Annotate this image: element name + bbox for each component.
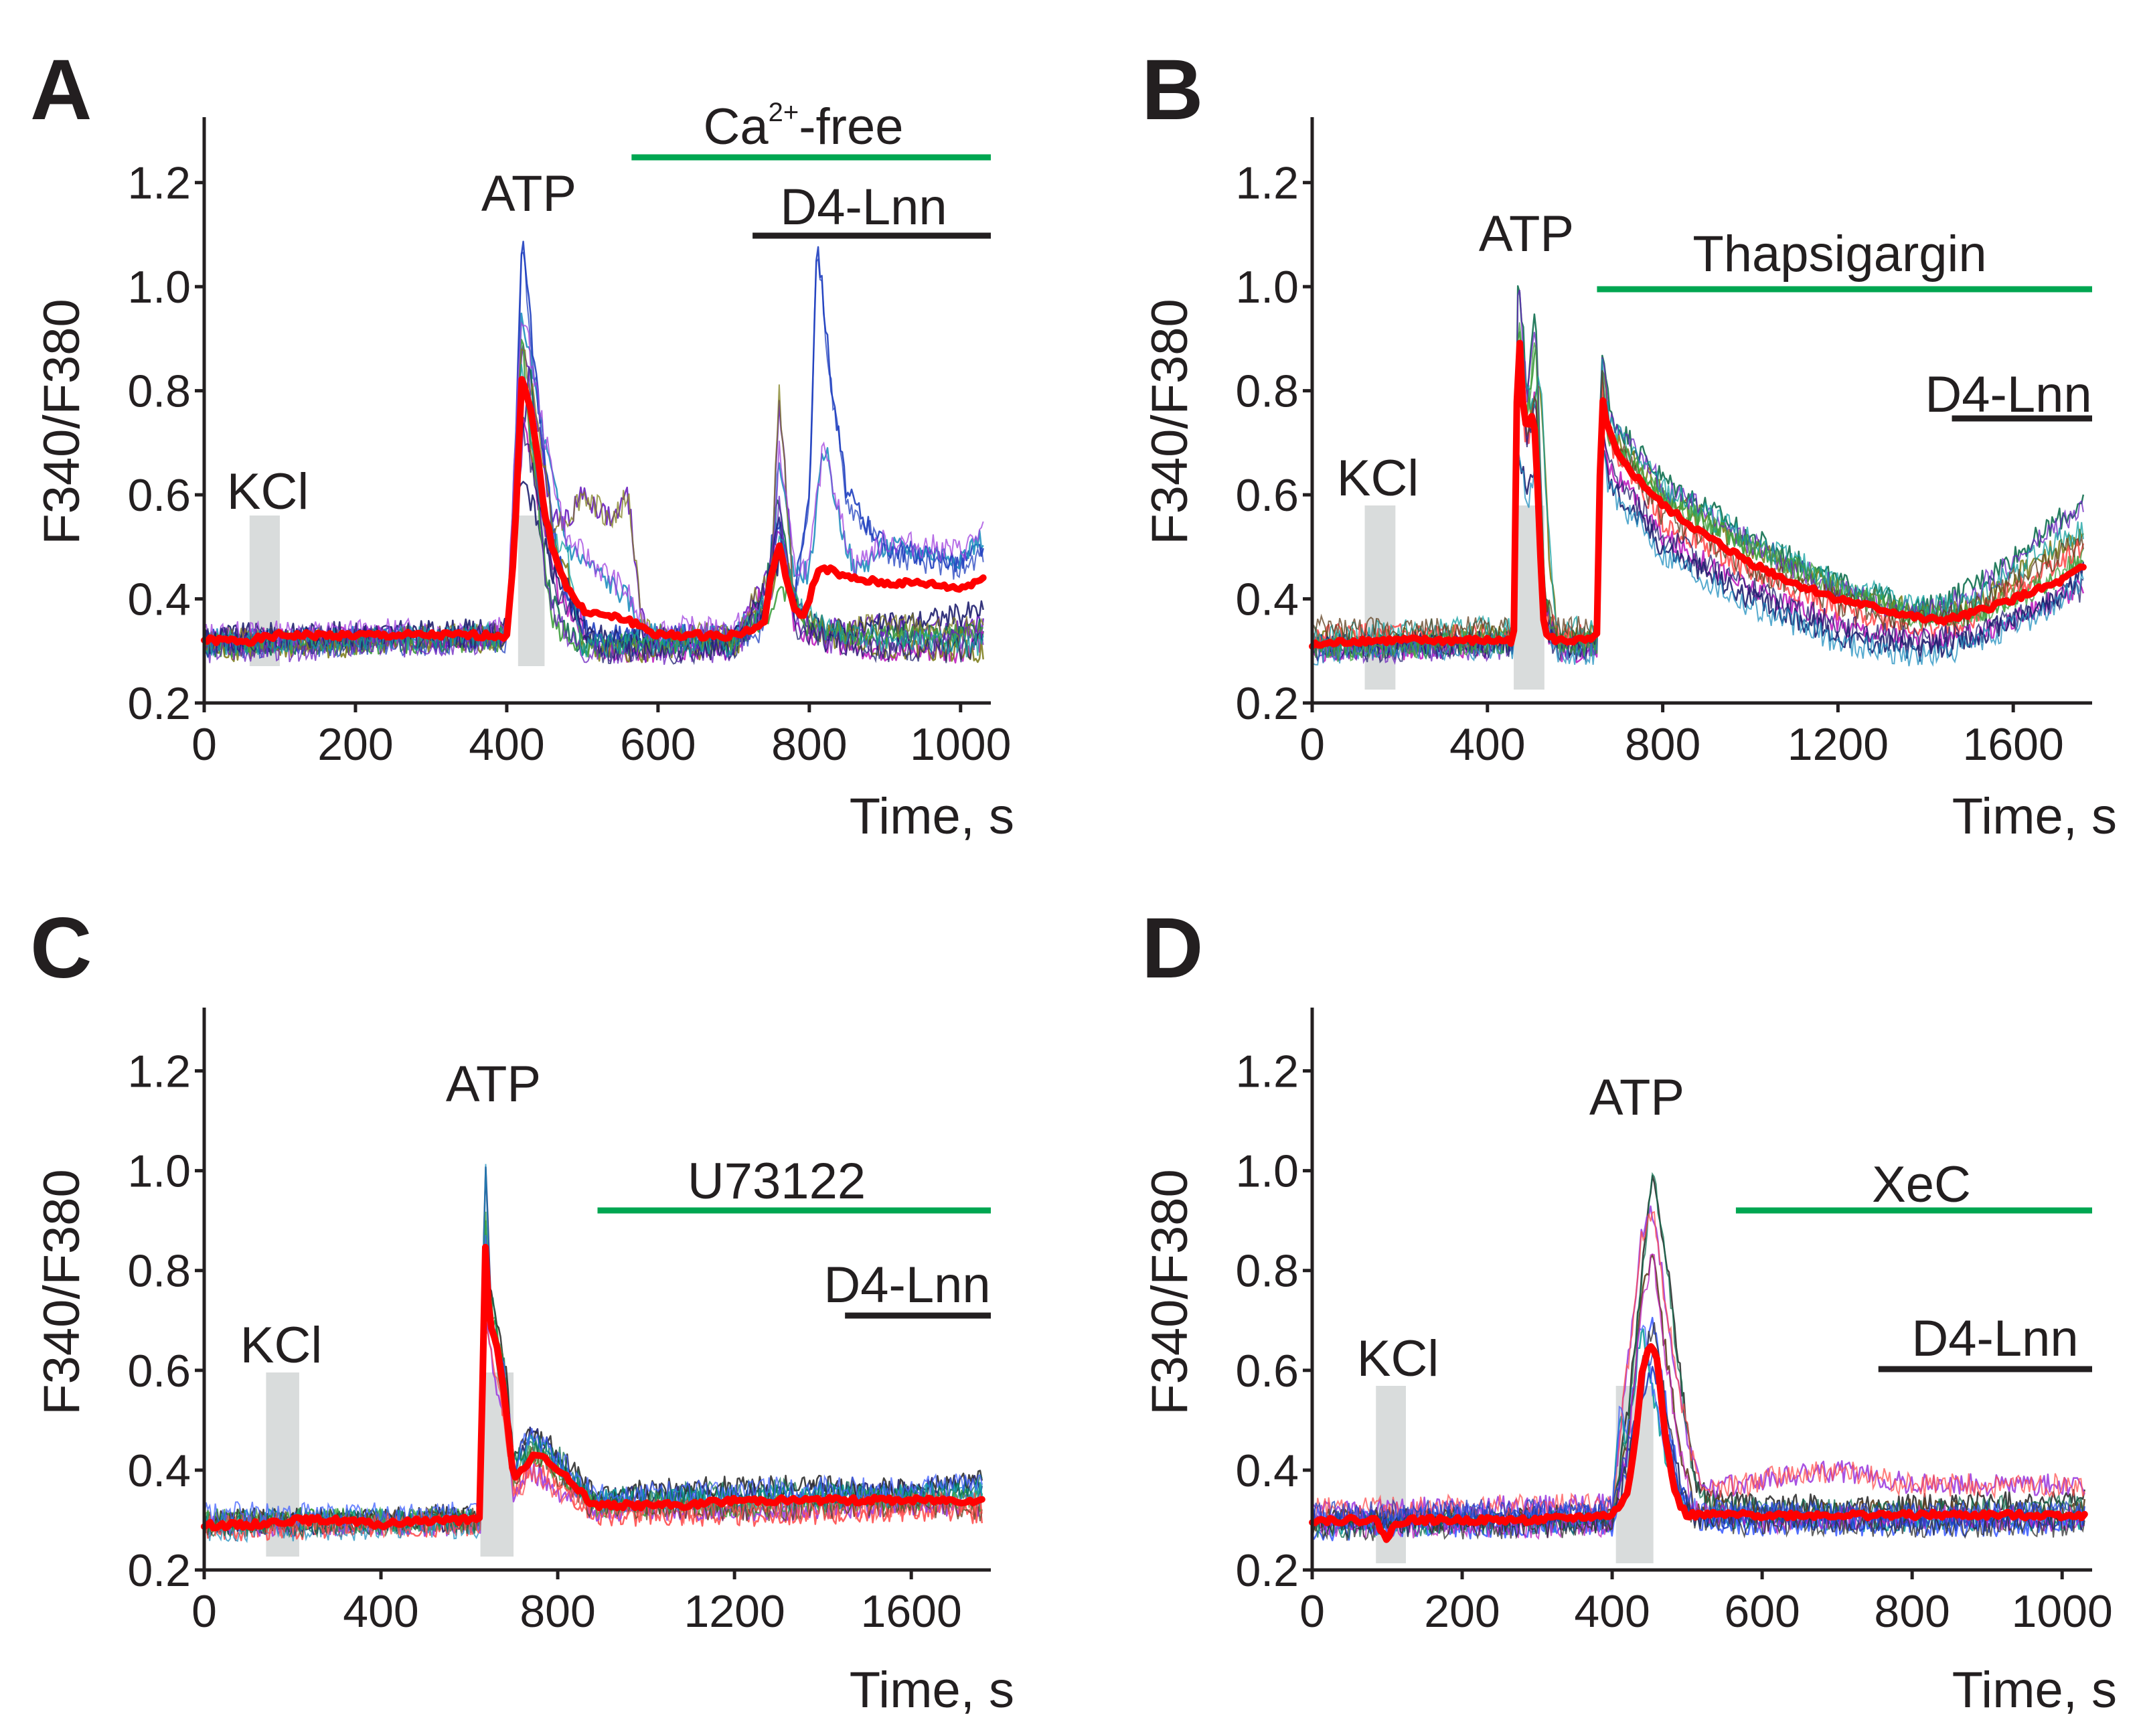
x-tick-label: 600 — [620, 719, 696, 770]
treatment-label-green: Ca2+-free — [703, 98, 903, 155]
panel-letter: C — [30, 900, 92, 996]
panel-d: D KCl ATP 0.2 0.4 0.6 0.8 1.0 1.2 0 200 400 600 800 10… — [1141, 900, 2117, 1719]
cell-trace — [203, 240, 984, 653]
y-tick-label: 0.2 — [1235, 1545, 1299, 1596]
treatment-label-black: D4-Lnn — [1911, 1310, 2078, 1367]
x-tick-label: 400 — [1449, 719, 1525, 770]
y-tick-label: 1.0 — [127, 1146, 191, 1197]
x-axis-label: Time, s — [850, 788, 1014, 845]
y-tick-label: 0.4 — [127, 1445, 191, 1496]
x-tick-label: 1600 — [861, 1586, 962, 1637]
cell-trace — [204, 348, 984, 653]
y-tick-label: 1.0 — [1235, 262, 1299, 313]
x-tick-label: 1200 — [1788, 719, 1889, 770]
y-tick-label: 0.4 — [1235, 1445, 1299, 1496]
x-axis-label: Time, s — [1952, 788, 2117, 845]
y-tick-label: 0.8 — [127, 366, 191, 417]
x-tick-label: 800 — [771, 719, 847, 770]
x-tick-label: 600 — [1724, 1586, 1800, 1637]
stimulus-label-atp: ATP — [481, 165, 576, 222]
cell-trace — [203, 344, 984, 652]
mean-trace — [201, 376, 987, 647]
y-tick-label: 0.8 — [1235, 1246, 1299, 1297]
cell-trace — [204, 251, 984, 659]
treatment-label-green: U73122 — [688, 1153, 866, 1210]
y-tick-label: 0.6 — [1235, 1346, 1299, 1397]
y-tick-label: 0.6 — [127, 470, 191, 521]
y-tick-label: 1.2 — [127, 158, 191, 209]
x-tick-label: 0 — [1299, 1586, 1325, 1637]
x-tick-label: 400 — [1574, 1586, 1650, 1637]
x-tick-label: 1600 — [1963, 719, 2064, 770]
y-axis-label: F340/F380 — [1141, 1169, 1198, 1415]
y-axis-label: F340/F380 — [1141, 299, 1198, 545]
y-tick-label: 0.8 — [127, 1246, 191, 1297]
stimulus-label-atp: ATP — [1589, 1069, 1684, 1126]
y-tick-label: 0.2 — [127, 1545, 191, 1596]
cell-trace — [203, 312, 984, 653]
panel-letter: B — [1141, 42, 1203, 138]
panel-c: C KCl ATP 0.2 0.4 0.6 0.8 1.0 1.2 0 400 800 1200 1600… — [30, 900, 1014, 1719]
stimulus-label-kcl: KCl — [240, 1317, 322, 1374]
cell-trace — [1312, 289, 2084, 665]
stimulus-label-kcl: KCl — [1357, 1330, 1439, 1387]
x-tick-label: 0 — [1299, 719, 1325, 770]
x-tick-label: 0 — [191, 1586, 217, 1637]
x-axis-label: Time, s — [850, 1662, 1014, 1719]
stimulus-label-atp: ATP — [446, 1056, 541, 1113]
x-axis-label: Time, s — [1952, 1662, 2117, 1719]
stimulus-box-atp — [518, 516, 545, 666]
stimulus-label-kcl: KCl — [227, 463, 309, 520]
cell-trace — [204, 1235, 983, 1528]
stimulus-label-kcl: KCl — [1337, 450, 1419, 507]
x-tick-label: 200 — [317, 719, 393, 770]
x-tick-label: 400 — [343, 1586, 418, 1637]
x-tick-label: 800 — [520, 1586, 595, 1637]
cell-trace — [1312, 370, 2084, 644]
x-tick-label: 1000 — [910, 719, 1011, 770]
treatment-label-green: XeC — [1872, 1156, 1971, 1213]
y-tick-label: 1.0 — [1235, 1146, 1299, 1197]
panel-letter: D — [1141, 900, 1203, 996]
cell-trace — [1312, 449, 2084, 667]
y-tick-label: 0.8 — [1235, 366, 1299, 417]
y-tick-label: 1.2 — [127, 1046, 191, 1097]
cell-trace — [204, 364, 984, 658]
y-tick-label: 0.2 — [127, 678, 191, 729]
x-tick-label: 400 — [469, 719, 544, 770]
x-tick-label: 1000 — [2012, 1586, 2113, 1637]
mean-trace — [1309, 1343, 2088, 1543]
panel-letter: A — [30, 42, 92, 138]
cell-trace — [204, 321, 984, 649]
y-tick-label: 0.2 — [1235, 678, 1299, 729]
treatment-label-green: Thapsigargin — [1692, 226, 1986, 283]
y-tick-label: 0.4 — [1235, 574, 1299, 625]
treatment-label-black: D4-Lnn — [823, 1257, 990, 1314]
y-axis-label: F340/F380 — [33, 299, 90, 545]
mean-trace — [1309, 339, 2087, 650]
y-tick-label: 1.2 — [1235, 1046, 1299, 1097]
y-tick-label: 0.6 — [127, 1346, 191, 1397]
x-tick-label: 1200 — [684, 1586, 785, 1637]
x-tick-label: 800 — [1625, 719, 1700, 770]
mean-trace — [201, 1243, 985, 1532]
y-tick-label: 1.2 — [1235, 158, 1299, 209]
y-tick-label: 0.6 — [1235, 470, 1299, 521]
y-tick-label: 1.0 — [127, 262, 191, 313]
treatment-label-black: D4-Lnn — [780, 179, 947, 236]
y-axis-label: F340/F380 — [33, 1169, 90, 1415]
x-tick-label: 800 — [1874, 1586, 1950, 1637]
stimulus-label-atp: ATP — [1479, 206, 1574, 262]
x-tick-label: 0 — [191, 719, 217, 770]
y-tick-label: 0.4 — [127, 574, 191, 625]
panel-b: B KCl ATP 0.2 0.4 0.6 0.8 1.0 1.2 0 400 800 1200 1600… — [1141, 42, 2117, 845]
x-tick-label: 200 — [1424, 1586, 1500, 1637]
treatment-label-black: D4-Lnn — [1925, 366, 2091, 423]
panel-a: A KCl ATP 0.2 0.4 0.6 0.8 1.0 1.2 0 200 400 600 800 10… — [30, 42, 1014, 845]
